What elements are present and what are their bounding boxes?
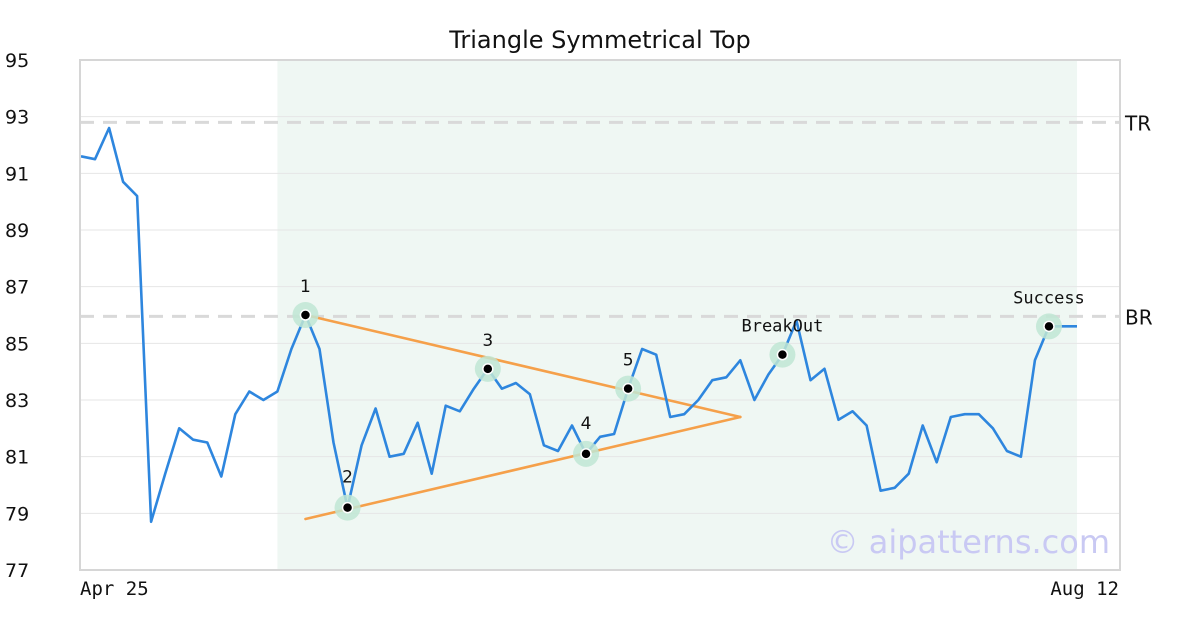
pattern-points: 1 2 3 4 5 BreakOut Success	[292, 277, 1085, 521]
event-label: BreakOut	[741, 317, 823, 337]
trendlines	[304, 313, 742, 521]
point-label: 3	[482, 331, 493, 351]
y-axis-ticks: 77 79 81 83 85 87 89 91 93 95	[5, 50, 29, 582]
watermark: © aipatterns.com	[827, 523, 1110, 561]
y-tick-label: 83	[5, 390, 29, 412]
point-marker	[622, 382, 634, 395]
point-label: 1	[300, 277, 311, 297]
point-marker	[341, 501, 354, 514]
point-marker	[776, 348, 789, 361]
event-label: Success	[1013, 288, 1085, 308]
y-tick-label: 79	[5, 503, 29, 525]
y-tick-label: 77	[5, 560, 29, 582]
point-marker	[299, 309, 312, 321]
point-label: 4	[581, 414, 592, 434]
y-tick-label: 87	[5, 277, 29, 299]
level-label: TR	[1124, 111, 1151, 135]
y-tick-label: 89	[5, 220, 29, 242]
y-tick-label: 95	[5, 50, 29, 72]
level-label: BR	[1125, 305, 1153, 329]
point-marker	[482, 363, 494, 375]
plot-frame	[79, 59, 1121, 571]
gridlines	[80, 59, 1120, 571]
trendline	[304, 415, 742, 521]
point-label: 2	[342, 468, 353, 488]
level-lines: TR BR	[80, 111, 1153, 329]
x-tick-start: Apr 25	[80, 578, 149, 600]
y-tick-label: 81	[5, 447, 29, 469]
chart-title: Triangle Symmetrical Top	[448, 26, 751, 54]
trendline	[304, 313, 742, 419]
point-label: 5	[623, 351, 634, 371]
x-tick-end: Aug 12	[1050, 578, 1119, 600]
point-marker	[1043, 320, 1055, 333]
price-line	[80, 126, 1077, 524]
point-marker	[580, 448, 592, 460]
y-tick-label: 91	[5, 163, 29, 185]
y-tick-label: 93	[5, 107, 29, 129]
y-tick-label: 85	[5, 333, 29, 355]
